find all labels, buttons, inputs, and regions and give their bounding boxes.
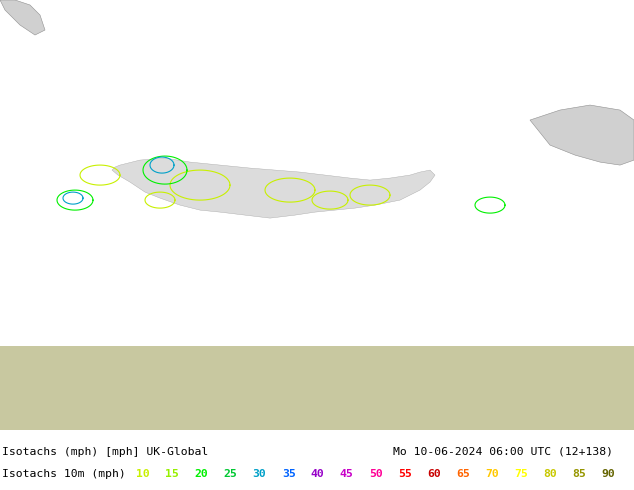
Polygon shape <box>530 105 634 165</box>
Text: 90: 90 <box>602 469 616 479</box>
Polygon shape <box>112 158 435 218</box>
Text: 15: 15 <box>165 469 179 479</box>
Text: 35: 35 <box>281 469 295 479</box>
Text: 65: 65 <box>456 469 470 479</box>
Text: 10: 10 <box>136 469 150 479</box>
Text: 40: 40 <box>311 469 325 479</box>
Text: 55: 55 <box>398 469 412 479</box>
Text: 50: 50 <box>369 469 383 479</box>
Text: 20: 20 <box>195 469 208 479</box>
Text: 85: 85 <box>573 469 586 479</box>
Text: Mo 10-06-2024 06:00 UTC (12+138): Mo 10-06-2024 06:00 UTC (12+138) <box>393 447 613 457</box>
Text: 80: 80 <box>543 469 557 479</box>
Text: 45: 45 <box>340 469 354 479</box>
Text: 70: 70 <box>486 469 499 479</box>
Text: 25: 25 <box>224 469 237 479</box>
Text: 60: 60 <box>427 469 441 479</box>
Text: 75: 75 <box>514 469 528 479</box>
Text: Isotachs (mph) [mph] UK-Global: Isotachs (mph) [mph] UK-Global <box>2 447 208 457</box>
Bar <box>0 346 634 430</box>
Text: Isotachs 10m (mph): Isotachs 10m (mph) <box>2 469 126 479</box>
Text: 30: 30 <box>253 469 266 479</box>
Polygon shape <box>0 0 45 35</box>
